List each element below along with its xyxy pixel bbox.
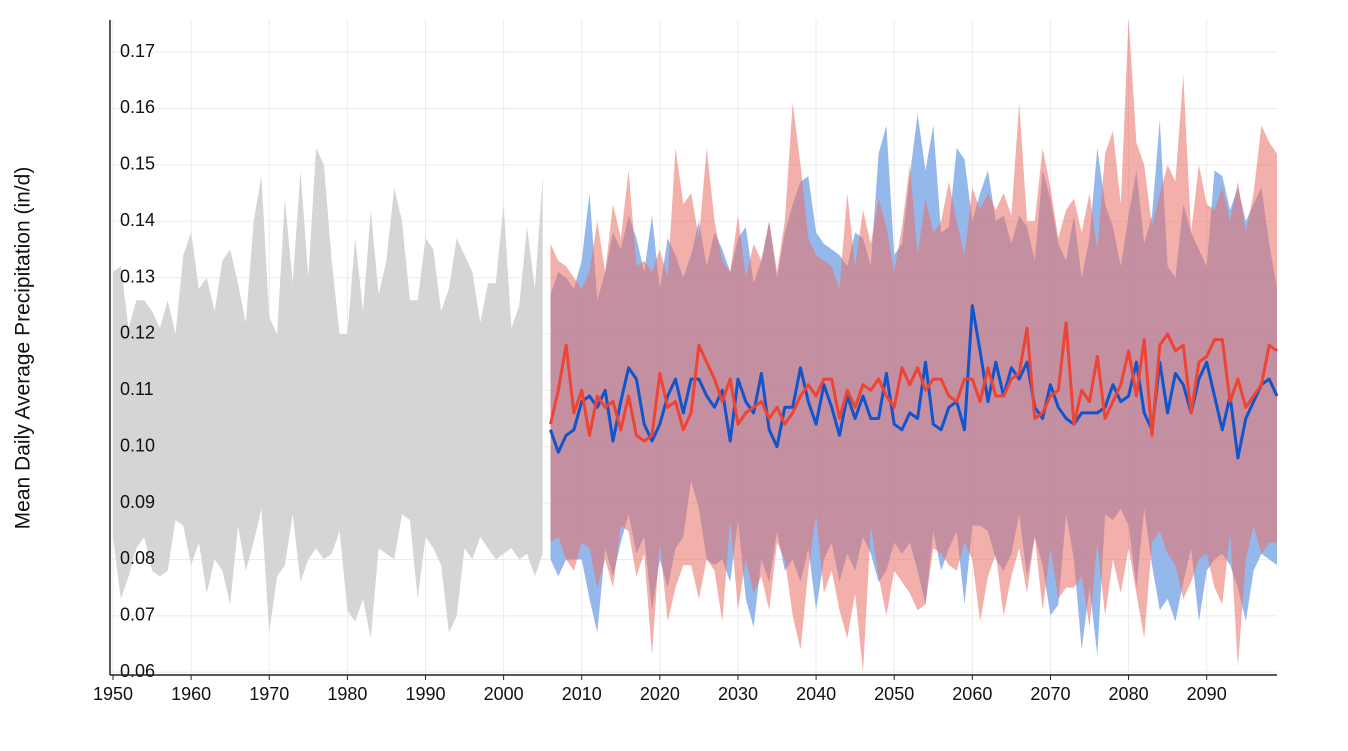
y-tick-label: 0.12	[120, 323, 155, 343]
x-tick-label: 1980	[327, 684, 367, 704]
x-tick-label: 2050	[874, 684, 914, 704]
x-tick-label: 2040	[796, 684, 836, 704]
x-tick-label: 2030	[718, 684, 758, 704]
x-tick-label: 1990	[405, 684, 445, 704]
x-tick-label: 1970	[249, 684, 289, 704]
x-tick-label: 2000	[484, 684, 524, 704]
lines	[549, 304, 1279, 460]
x-tick-label: 2020	[640, 684, 680, 704]
y-tick-label: 0.08	[120, 548, 155, 568]
y-tick-label: 0.16	[120, 97, 155, 117]
x-tick-label: 2070	[1030, 684, 1070, 704]
y-tick-label: 0.11	[120, 379, 154, 399]
x-tick-label: 2090	[1187, 684, 1227, 704]
x-tick-label: 2010	[562, 684, 602, 704]
bands	[113, 18, 1277, 673]
y-tick-label: 0.07	[120, 605, 155, 625]
y-tick-label: 0.15	[120, 154, 155, 174]
x-tick-label: 1950	[93, 684, 133, 704]
mean-line	[549, 321, 1278, 443]
range-band	[550, 18, 1277, 673]
range-band	[113, 148, 543, 639]
y-tick-label: 0.17	[120, 41, 155, 61]
y-tick-label: 0.14	[120, 210, 155, 230]
x-tick-label: 2080	[1109, 684, 1149, 704]
y-axis-label: Mean Daily Average Precipitation (in/d)	[12, 167, 35, 530]
x-tick-label: 2060	[952, 684, 992, 704]
y-tick-label: 0.06	[120, 661, 155, 681]
axes: 0.06 0.07 0.08 0.09 0.10 0.11 0.12 0.13 0.14 0.15…	[93, 20, 1277, 704]
x-tick-label: 1960	[171, 684, 211, 704]
y-tick-label: 0.10	[120, 435, 155, 455]
y-tick-label: 0.09	[120, 492, 155, 512]
y-tick-label: 0.13	[120, 266, 155, 286]
